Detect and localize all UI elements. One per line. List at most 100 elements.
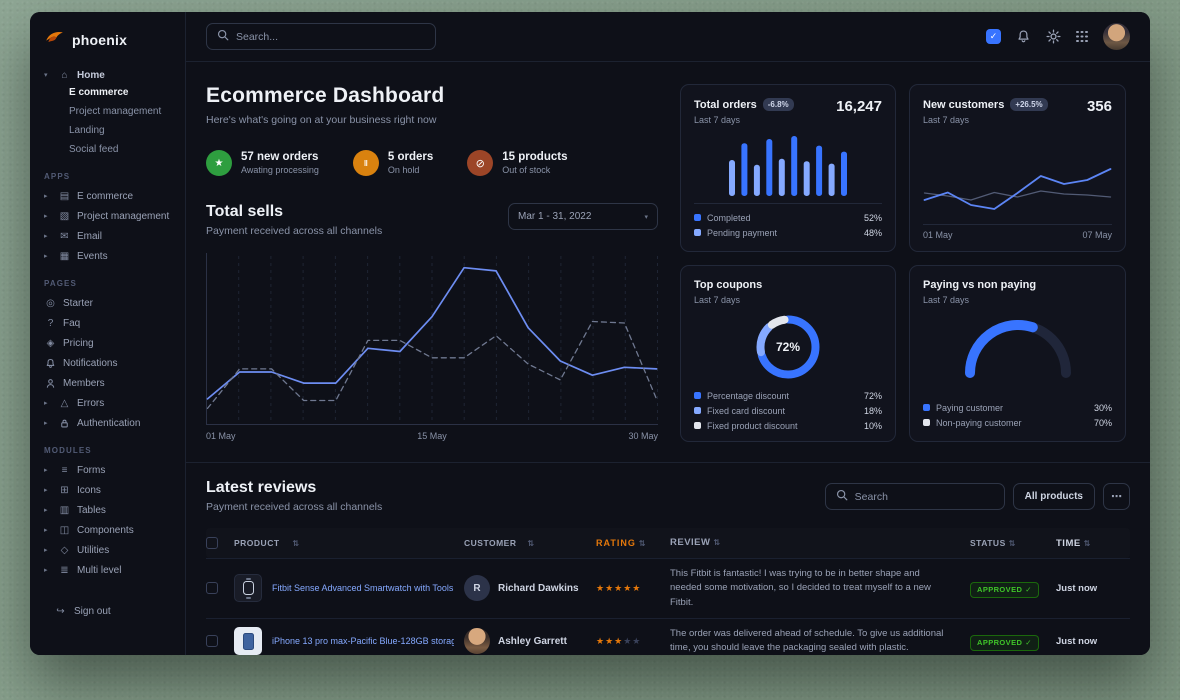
sidebar-item-forms[interactable]: ▸ ≡ Forms [44, 464, 106, 476]
sidebar-item-multi-level[interactable]: ▸ ≣ Multi level [44, 564, 122, 576]
sidebar-item-email[interactable]: ▸ ✉ Email [44, 230, 103, 242]
legend-row: Percentage discount 72% [694, 388, 882, 403]
sidebar-item-ecommerce[interactable]: E commerce [69, 87, 129, 98]
sidebar-item-home[interactable]: ▾ ⌂ Home [44, 69, 105, 81]
sort-icon: ⇅ [292, 538, 300, 548]
chevron-right-icon: ▸ [44, 400, 48, 407]
page-subtitle: Here's what's going on at your business … [206, 114, 437, 126]
question-icon: ? [47, 317, 54, 329]
top-coupons-legend: Percentage discount 72% Fixed card disco… [694, 388, 882, 433]
sidebar-item-authentication[interactable]: ▸ Authentication [44, 417, 141, 429]
column-header-customer[interactable]: CUSTOMER ⇅ [464, 538, 535, 548]
reviews-search[interactable] [824, 483, 1005, 510]
sidebar-item-notifications[interactable]: Notifications [39, 353, 176, 373]
sidebar: phoenix ▾ ⌂ Home E commerce Project mana… [30, 12, 186, 655]
sidebar-item-icons[interactable]: ▸ ⊞ Icons [44, 484, 101, 496]
settings-gear-icon[interactable] [1046, 29, 1061, 44]
reviews-controls: All products ⋯ [824, 483, 1130, 510]
chevron-right-icon: ▸ [44, 233, 48, 240]
column-header-review[interactable]: REVIEW ⇅ [670, 536, 721, 548]
status-badge: APPROVED ✓ [970, 634, 1039, 651]
total-sells-subtitle: Payment received across all channels [206, 225, 383, 237]
row-checkbox[interactable] [206, 635, 218, 648]
customer-avatar: R [464, 575, 490, 602]
total-orders-legend: Completed 52% Pending payment 48% [694, 203, 882, 240]
sidebar-nav: ▾ ⌂ Home E commerce Project management L… [30, 65, 185, 655]
product-link[interactable]: iPhone 13 pro max-Pacific Blue-128GB sto… [272, 636, 454, 647]
legend-row: Paying customer 30% [923, 400, 1112, 415]
rating-stars: ★★★★★ [596, 635, 642, 646]
review-time: Just now [1056, 582, 1098, 594]
total-orders-card: Total orders -6.8% Last 7 days 16,247 [680, 84, 896, 252]
forms-icon: ≡ [61, 464, 68, 476]
sidebar-item-errors[interactable]: ▸ △ Errors [44, 397, 105, 409]
column-header-status[interactable]: STATUS ⇅ [970, 538, 1016, 548]
paying-vs-nonpaying-card: Paying vs non paying Last 7 days Paying … [909, 265, 1126, 442]
sort-icon: ⇅ [527, 538, 535, 548]
new-customers-line-chart [923, 155, 1112, 219]
user-avatar[interactable] [1103, 23, 1130, 50]
page-title: Ecommerce Dashboard [206, 84, 445, 107]
chevron-right-icon: ▸ [44, 213, 48, 220]
chevron-right-icon: ▸ [44, 527, 48, 534]
sidebar-item-landing[interactable]: Landing [69, 125, 105, 136]
chevron-down-icon: ▾ [644, 213, 648, 221]
reviews-search-input[interactable] [854, 490, 994, 503]
app-window: phoenix ▾ ⌂ Home E commerce Project mana… [30, 12, 1150, 655]
sidebar-item-social-feed[interactable]: Social feed [69, 144, 119, 155]
donut-center-value: 72% [775, 340, 801, 354]
column-header-rating[interactable]: RATING ⇅ [596, 538, 647, 548]
legend-row: Pending payment 48% [694, 225, 882, 240]
legend-swatch [694, 392, 701, 399]
search-input[interactable] [236, 30, 425, 43]
theme-toggle-checkbox[interactable]: ✓ [986, 29, 1001, 44]
sort-icon: ⇅ [1008, 539, 1016, 548]
sidebar-item-components[interactable]: ▸ ◫ Components [44, 524, 134, 536]
stat-out-of-stock: ⊘ 15 products Out of stock [467, 150, 567, 176]
stat-orders-on-hold: ‖ 5 orders On hold [352, 150, 433, 176]
icons-grid-icon: ⊞ [60, 484, 69, 496]
new-customers-value: 356 [1086, 98, 1112, 115]
sidebar-item-faq[interactable]: ? Faq [39, 313, 176, 333]
chevron-right-icon: ▸ [44, 547, 48, 554]
section-label-apps: APPS [44, 172, 71, 181]
home-submenu: E commerce Project management Landing So… [39, 85, 176, 159]
sort-icon: ⇅ [1083, 538, 1091, 548]
compass-icon: ◎ [46, 297, 55, 309]
check-icon: ✓ [1025, 638, 1032, 647]
apps-grid-icon[interactable] [1076, 30, 1088, 43]
sidebar-item-app-ecommerce[interactable]: ▸ ▤ E commerce [44, 190, 134, 202]
chevron-right-icon: ▸ [44, 567, 48, 574]
sidebar-item-app-project-management[interactable]: ▸ ▧ Project management [44, 210, 170, 222]
calendar-icon: ▦ [59, 250, 70, 262]
date-range-select[interactable]: Mar 1 - 31, 2022 ▾ [508, 203, 658, 230]
column-header-time[interactable]: TIME ⇅ [1056, 537, 1091, 549]
legend-row: Fixed product discount 10% [694, 418, 882, 433]
product-filter-button[interactable]: All products [1012, 483, 1095, 510]
notifications-bell-icon[interactable] [1016, 29, 1031, 44]
global-search[interactable] [206, 23, 436, 50]
row-checkbox[interactable] [206, 582, 218, 595]
review-row: Fitbit Sense Advanced Smartwatch with To… [206, 558, 1130, 618]
sidebar-item-events[interactable]: ▸ ▦ Events [44, 250, 108, 262]
sidebar-item-utilities[interactable]: ▸ ◇ Utilities [44, 544, 110, 556]
sidebar-item-starter[interactable]: ◎ Starter [39, 293, 176, 313]
product-link[interactable]: Fitbit Sense Advanced Smartwatch with To… [272, 583, 454, 594]
column-header-product[interactable]: PRODUCT ⇅ [234, 538, 300, 548]
more-options-button[interactable]: ⋯ [1103, 483, 1130, 510]
sign-out-button[interactable]: ↪ Sign out [39, 596, 176, 633]
sidebar-item-project-management[interactable]: Project management [69, 106, 162, 117]
customer-avatar [464, 628, 490, 655]
phoenix-logo-icon [44, 27, 65, 53]
section-label-pages: PAGES [44, 279, 77, 288]
sidebar-item-pricing[interactable]: ◈ Pricing [39, 333, 176, 353]
warning-icon: △ [60, 397, 69, 409]
stat-new-orders: ★ 57 new orders Awating processing [206, 150, 319, 176]
sidebar-item-tables[interactable]: ▸ ▥ Tables [44, 504, 106, 516]
sidebar-item-members[interactable]: Members [39, 373, 176, 393]
sort-icon: ⇅ [638, 539, 647, 548]
select-all-checkbox[interactable] [206, 537, 218, 549]
brand-logo[interactable]: phoenix [30, 25, 185, 65]
review-row: iPhone 13 pro max-Pacific Blue-128GB sto… [206, 617, 1130, 655]
